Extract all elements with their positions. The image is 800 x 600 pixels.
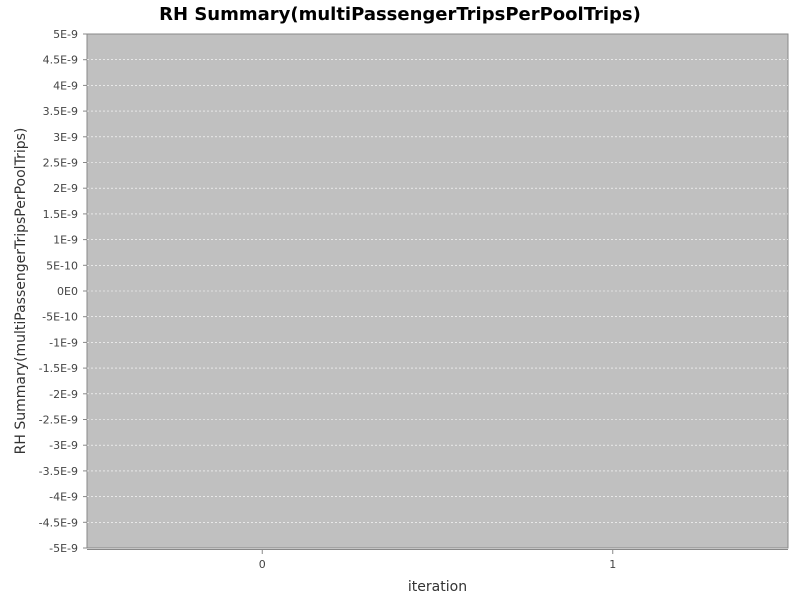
y-tick-label: -1E-9 [49,336,78,349]
y-tick-label: -1.5E-9 [39,362,78,375]
y-tick-label: 5E-9 [53,28,78,41]
grid-lines [87,59,788,523]
x-axis-label: iteration [408,579,467,595]
y-tick-label: 1.5E-9 [43,208,78,221]
y-tick-label: -2.5E-9 [39,414,78,427]
y-tick-label: 5E-10 [46,259,78,272]
y-tick-label: -4.5E-9 [39,516,78,529]
y-axis-label: RH Summary(multiPassengerTripsPerPoolTri… [13,128,29,455]
y-tick-label: -2E-9 [49,388,78,401]
y-tick-label: 4.5E-9 [43,54,78,67]
y-axis-ticks: 5E-9 4.5E-9 4E-9 3.5E-9 3E-9 2.5E-9 2E-9 1.5E-9… [39,28,87,555]
y-tick-label: -5E-10 [42,311,78,324]
y-tick-label: -4E-9 [49,491,78,504]
chart-title: RH Summary(multiPassengerTripsPerPoolTri… [159,4,641,25]
y-tick-label: 3.5E-9 [43,105,78,118]
y-tick-label: -3E-9 [49,439,78,452]
y-tick-label: -5E-9 [49,542,78,555]
y-tick-label: 3E-9 [53,131,78,144]
y-tick-label: -3.5E-9 [39,465,78,478]
x-tick-label: 1 [609,558,616,571]
y-tick-label: 0E0 [57,285,78,298]
x-tick-label: 0 [259,558,266,571]
y-tick-label: 2.5E-9 [43,157,78,170]
y-tick-label: 4E-9 [53,79,78,92]
y-tick-label: 2E-9 [53,182,78,195]
y-tick-label: 1E-9 [53,234,78,247]
